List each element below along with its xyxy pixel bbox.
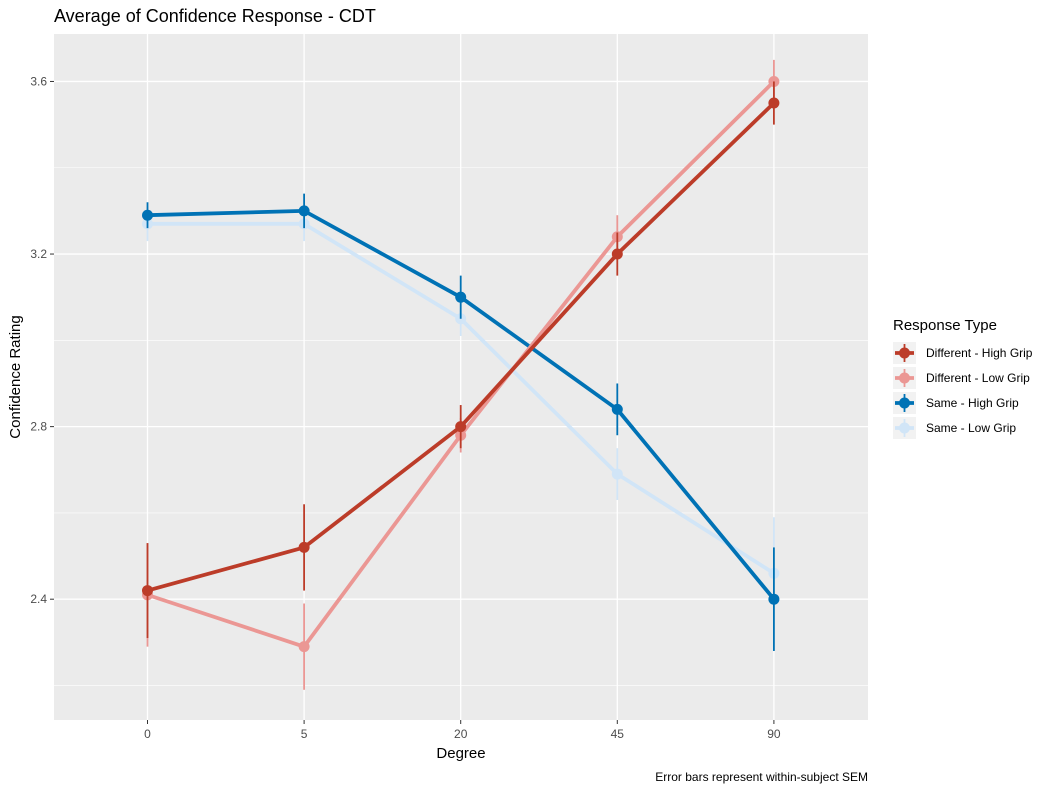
data-point (611, 468, 623, 480)
legend-key-point (899, 372, 910, 384)
data-point (455, 421, 467, 433)
legend-item-same-low-grip: Same - Low Grip (893, 417, 1016, 439)
legend-key-point (899, 397, 910, 409)
x-tick-label: 90 (767, 727, 781, 741)
y-tick-label: 3.6 (30, 74, 47, 88)
x-tick-label: 45 (611, 727, 625, 741)
series-different-high-grip (142, 81, 780, 639)
y-tick-label: 2.4 (30, 592, 47, 606)
x-tick-label: 5 (301, 727, 308, 741)
y-tick-label: 3.2 (30, 247, 47, 261)
x-tick-label: 20 (454, 727, 468, 741)
data-point (768, 97, 780, 109)
legend-label: Different - High Grip (926, 346, 1033, 360)
legend-label: Same - High Grip (926, 396, 1019, 410)
series-layer (142, 59, 780, 690)
x-axis-title: Degree (436, 745, 485, 762)
axes: 2.4 2.8 3.2 3.6 0 5 20 45 90 (30, 74, 781, 741)
data-point (455, 291, 467, 303)
chart-title: Average of Confidence Response - CDT (54, 6, 376, 26)
legend: Response Type Different - High Grip Diffe… (883, 305, 1043, 445)
data-point (611, 248, 623, 260)
data-point (142, 209, 153, 221)
data-point (298, 641, 310, 653)
legend-title: Response Type (893, 317, 997, 334)
legend-label: Different - Low Grip (926, 371, 1030, 385)
x-tick-label: 0 (144, 727, 151, 741)
data-point (611, 403, 623, 415)
data-point (768, 593, 780, 605)
series-same-high-grip (142, 193, 780, 651)
chart-caption: Error bars represent within-subject SEM (655, 770, 868, 784)
legend-item-same-high-grip: Same - High Grip (893, 392, 1019, 414)
legend-label: Same - Low Grip (926, 421, 1016, 435)
y-axis-title: Confidence Rating (7, 315, 24, 438)
y-tick-label: 2.8 (30, 420, 47, 434)
data-point (298, 541, 310, 553)
data-point (298, 205, 310, 217)
data-point (142, 585, 153, 597)
legend-key-point (899, 422, 910, 434)
legend-item-different-low-grip: Different - Low Grip (893, 367, 1030, 389)
legend-key-point (899, 347, 910, 359)
legend-item-different-high-grip: Different - High Grip (893, 342, 1033, 364)
